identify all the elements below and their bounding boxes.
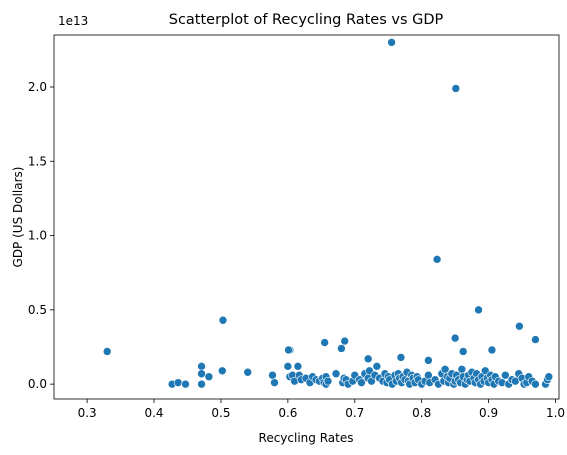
data-point	[218, 315, 228, 325]
data-point	[323, 376, 333, 386]
data-point	[363, 354, 373, 364]
plot-frame	[53, 34, 560, 400]
data-point	[337, 344, 346, 353]
x-tick-label: 0.9	[479, 406, 498, 420]
x-tick-label: 0.7	[345, 406, 364, 420]
data-point	[501, 370, 510, 380]
data-point	[531, 379, 540, 389]
y-tick-label: 0.5	[28, 303, 47, 317]
data-point	[197, 362, 206, 371]
data-point	[458, 347, 468, 356]
data-point	[102, 347, 112, 356]
x-axis-ticks: 0.3 0.4 0.5 0.6 0.7 0.8 0.9 1.0	[78, 399, 565, 420]
data-point	[340, 336, 350, 346]
data-point	[387, 38, 396, 47]
data-points	[102, 38, 554, 389]
data-point	[270, 378, 279, 387]
data-point	[487, 345, 497, 355]
data-point	[331, 369, 341, 379]
x-tick-label: 0.4	[144, 406, 163, 420]
x-tick-label: 1.0	[546, 406, 565, 420]
chart-title: Scatterplot of Recycling Rates vs GDP	[169, 12, 444, 28]
data-point	[320, 338, 329, 347]
y-axis-offset-label: 1e13	[58, 14, 88, 28]
y-tick-label: 1.5	[28, 154, 47, 168]
x-tick-label: 0.6	[278, 406, 297, 420]
data-point	[181, 379, 190, 389]
data-point	[544, 372, 554, 382]
data-point	[357, 378, 366, 387]
data-point	[515, 321, 524, 331]
x-tick-label: 0.5	[211, 406, 230, 420]
data-point	[197, 379, 206, 389]
data-point	[424, 356, 433, 365]
data-point	[457, 364, 467, 374]
x-tick-label: 0.3	[78, 406, 97, 420]
data-point	[432, 255, 442, 264]
data-point	[204, 372, 214, 382]
data-point	[372, 362, 382, 371]
data-point	[474, 305, 483, 315]
data-point	[450, 333, 460, 343]
data-point	[396, 353, 406, 362]
data-point	[451, 84, 461, 93]
data-point	[268, 370, 277, 380]
data-point	[243, 367, 253, 377]
x-tick-label: 0.8	[412, 406, 431, 420]
y-tick-label: 1.0	[28, 229, 47, 243]
data-point	[173, 378, 183, 387]
y-axis-label: GDP (US Dollars)	[11, 167, 25, 268]
y-tick-label: 0.0	[28, 377, 47, 391]
data-point	[531, 335, 540, 344]
data-point	[293, 362, 303, 371]
data-point	[217, 366, 227, 376]
x-axis-label: Recycling Rates	[259, 431, 354, 445]
data-point	[284, 345, 293, 355]
y-axis-ticks: 0.0 0.5 1.0 1.5 2.0	[28, 80, 54, 391]
data-point	[197, 369, 206, 379]
data-point	[283, 362, 293, 371]
y-tick-label: 2.0	[28, 80, 47, 94]
